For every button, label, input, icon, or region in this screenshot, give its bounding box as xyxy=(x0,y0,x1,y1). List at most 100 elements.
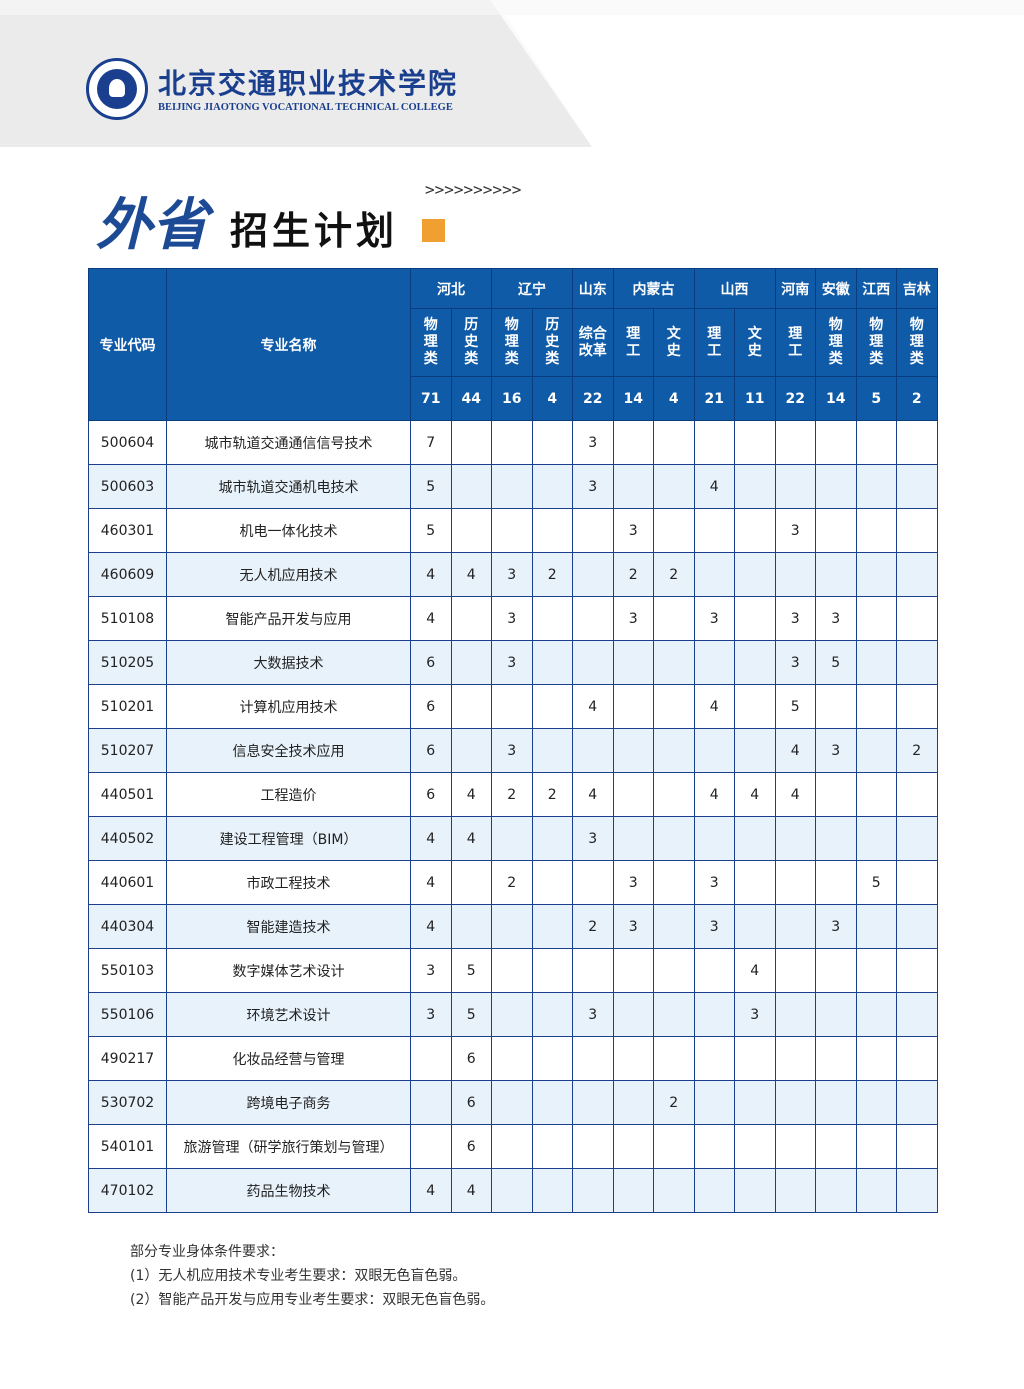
quota-cell xyxy=(653,904,695,949)
quota-cell xyxy=(572,552,614,597)
quota-cell: 3 xyxy=(693,904,735,949)
quota-cell: 3 xyxy=(774,508,816,553)
major-code: 550106 xyxy=(88,992,167,1037)
quota-cell xyxy=(815,464,857,509)
header-subject: 物理类 xyxy=(504,317,519,367)
quota-cell: 4 xyxy=(410,904,452,949)
quota-cell xyxy=(693,1036,735,1081)
quota-cell xyxy=(693,640,735,685)
header-subject-cell: 历史类 xyxy=(450,308,492,377)
header-province: 河南 xyxy=(774,268,816,309)
quota-cell xyxy=(815,772,857,817)
major-code: 440501 xyxy=(88,772,167,817)
quota-cell xyxy=(572,508,614,553)
quota-cell: 4 xyxy=(450,1168,492,1213)
quota-cell xyxy=(693,1124,735,1169)
major-name: 机电一体化技术 xyxy=(166,508,411,553)
quota-cell xyxy=(693,1168,735,1213)
quota-cell xyxy=(572,1080,614,1125)
quota-cell xyxy=(896,640,938,685)
quota-cell: 2 xyxy=(531,552,573,597)
major-code: 510205 xyxy=(88,640,167,685)
header-province: 江西 xyxy=(855,268,897,309)
quota-cell xyxy=(734,640,776,685)
quota-cell xyxy=(855,948,897,993)
quota-cell: 2 xyxy=(491,772,533,817)
arrows-decoration: >>>>>>>>>> xyxy=(425,180,522,199)
quota-cell xyxy=(410,1124,452,1169)
major-name: 数字媒体艺术设计 xyxy=(166,948,411,993)
quota-cell xyxy=(896,816,938,861)
quota-cell xyxy=(855,596,897,641)
quota-cell xyxy=(855,552,897,597)
quota-cell xyxy=(774,1036,816,1081)
quota-cell xyxy=(491,1168,533,1213)
major-name: 信息安全技术应用 xyxy=(166,728,411,773)
header-subject-cell: 物理类 xyxy=(410,308,452,377)
quota-cell xyxy=(693,1080,735,1125)
quota-cell xyxy=(693,508,735,553)
quota-cell: 6 xyxy=(410,640,452,685)
quota-cell: 4 xyxy=(410,552,452,597)
quota-cell: 5 xyxy=(774,684,816,729)
quota-cell xyxy=(572,1168,614,1213)
quota-cell xyxy=(855,816,897,861)
quota-cell xyxy=(531,464,573,509)
quota-cell xyxy=(450,420,492,465)
header-subject: 文史 xyxy=(666,325,681,359)
quota-cell xyxy=(572,596,614,641)
quota-cell: 3 xyxy=(815,904,857,949)
quota-cell xyxy=(693,992,735,1037)
header-subject-cell: 理工 xyxy=(774,308,816,377)
quota-cell: 4 xyxy=(572,772,614,817)
quota-cell xyxy=(612,684,654,729)
header-subject-cell: 理工 xyxy=(612,308,654,377)
quota-cell xyxy=(815,420,857,465)
quota-cell: 2 xyxy=(653,1080,695,1125)
quota-cell xyxy=(531,992,573,1037)
header-total: 22 xyxy=(572,376,614,421)
quota-cell: 4 xyxy=(693,772,735,817)
quota-cell xyxy=(653,596,695,641)
quota-cell: 6 xyxy=(410,728,452,773)
major-code: 470102 xyxy=(88,1168,167,1213)
header-subject: 历史类 xyxy=(464,317,479,367)
quota-cell xyxy=(572,948,614,993)
quota-cell: 5 xyxy=(815,640,857,685)
header-total: 5 xyxy=(855,376,897,421)
quota-cell xyxy=(734,728,776,773)
major-code: 510201 xyxy=(88,684,167,729)
note-item: (2）智能产品开发与应用专业考生要求：双眼无色盲色弱。 xyxy=(130,1292,495,1308)
quota-cell xyxy=(491,904,533,949)
major-name: 跨境电子商务 xyxy=(166,1080,411,1125)
table-row: 500604 城市轨道交通通信信号技术 7 3 xyxy=(88,420,938,465)
quota-cell xyxy=(774,1080,816,1125)
quota-cell xyxy=(491,420,533,465)
quota-cell xyxy=(450,860,492,905)
quota-cell: 3 xyxy=(734,992,776,1037)
header-province: 吉林 xyxy=(896,268,938,309)
quota-cell xyxy=(815,992,857,1037)
quota-cell xyxy=(734,552,776,597)
quota-cell xyxy=(450,508,492,553)
quota-cell: 4 xyxy=(410,816,452,861)
quota-cell xyxy=(653,992,695,1037)
quota-cell xyxy=(653,948,695,993)
quota-cell: 3 xyxy=(774,596,816,641)
quota-cell: 6 xyxy=(410,684,452,729)
quota-cell xyxy=(896,508,938,553)
quota-cell xyxy=(410,1036,452,1081)
header-subject: 理工 xyxy=(788,325,803,359)
quota-cell: 6 xyxy=(450,1124,492,1169)
quota-cell xyxy=(491,1080,533,1125)
quota-cell xyxy=(774,1124,816,1169)
major-name: 药品生物技术 xyxy=(166,1168,411,1213)
quota-cell xyxy=(612,728,654,773)
header-subject: 文史 xyxy=(747,325,762,359)
quota-cell xyxy=(612,640,654,685)
header-subject: 物理类 xyxy=(909,317,924,367)
quota-cell xyxy=(734,596,776,641)
header-subject: 物理类 xyxy=(423,317,438,367)
header-subject: 理工 xyxy=(626,325,641,359)
major-name: 智能产品开发与应用 xyxy=(166,596,411,641)
